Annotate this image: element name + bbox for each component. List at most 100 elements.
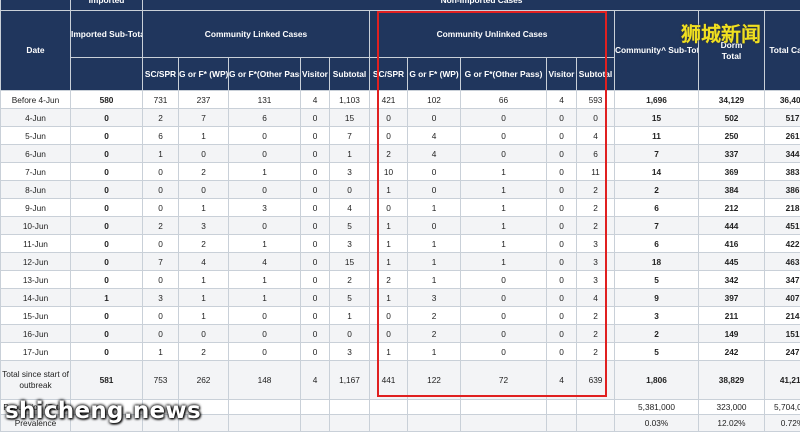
table-row: 5-Jun 0 6 1 0 0 7 0 4 0 0 4 11 250 261 (0, 126, 800, 145)
linked-wp-cell: 0 (178, 144, 229, 163)
date-cell: 8-Jun (0, 180, 71, 199)
linked-subtotal-cell: 1 (329, 306, 370, 325)
linked-sc-cell: 7 (142, 252, 179, 271)
linked-visitor-cell: 0 (300, 252, 330, 271)
population-total: 5,704,000 (763, 399, 800, 415)
header-unlinked-other-pass: G or F*(Other Pass) (460, 57, 547, 91)
unlinked-subtotal-cell: 0 (576, 108, 615, 127)
date-cell: 6-Jun (0, 144, 71, 163)
linked-wp-cell: 7 (178, 108, 229, 127)
unlinked-wp-cell: 0 (407, 108, 461, 127)
linked-subtotal-cell: 0 (329, 180, 370, 199)
total-cases-cell: 422 (763, 234, 800, 253)
linked-wp-cell: 1 (178, 270, 229, 289)
community-subtotal-cell: 2 (614, 324, 699, 343)
unlinked-sc-cell: 0 (369, 126, 408, 145)
unlinked-other-cell: 0 (460, 288, 547, 307)
community-subtotal-cell: 7 (614, 144, 699, 163)
total-unlinked-other: 72 (460, 360, 547, 400)
table-row: 10-Jun 0 2 3 0 0 5 1 0 1 0 2 7 444 451 (0, 216, 800, 235)
unlinked-other-cell: 1 (460, 234, 547, 253)
header-dorm-label: Dorm (720, 39, 743, 50)
linked-visitor-cell: 0 (300, 126, 330, 145)
unlinked-sc-cell: 1 (369, 252, 408, 271)
table-row: 7-Jun 0 0 2 1 0 3 10 0 1 0 11 14 369 383 (0, 162, 800, 181)
table-row: 14-Jun 1 3 1 1 0 5 1 3 0 0 4 9 397 407 (0, 288, 800, 307)
linked-visitor-cell: 0 (300, 288, 330, 307)
community-subtotal-cell: 18 (614, 252, 699, 271)
unlinked-sc-cell: 0 (369, 198, 408, 217)
unlinked-other-cell: 1 (460, 162, 547, 181)
linked-other-cell: 0 (228, 216, 301, 235)
linked-wp-cell: 0 (178, 180, 229, 199)
dorm-total-cell: 337 (698, 144, 765, 163)
imported-cell: 0 (70, 270, 143, 289)
total-unlinked-sc: 441 (369, 360, 408, 400)
linked-other-cell: 1 (228, 162, 301, 181)
unlinked-sc-cell: 2 (369, 144, 408, 163)
header-community-subtotal: Community^ Sub-Total (614, 10, 699, 91)
table-row: 12-Jun 0 7 4 4 0 15 1 1 1 0 3 18 445 463 (0, 252, 800, 271)
unlinked-subtotal-cell: 593 (576, 90, 615, 109)
total-cases-cell: 451 (763, 216, 800, 235)
unlinked-visitor-cell: 0 (546, 288, 577, 307)
linked-visitor-cell: 0 (300, 216, 330, 235)
prevalence-label: Prevalence (0, 414, 71, 432)
header-linked-visitor: Visitor (300, 57, 330, 91)
table-row: 11-Jun 0 0 2 1 0 3 1 1 1 0 3 6 416 422 (0, 234, 800, 253)
table-row: 9-Jun 0 0 1 3 0 4 0 1 1 0 2 6 212 218 (0, 198, 800, 217)
header-unlinked-subtotal: Subtotal (576, 57, 615, 91)
unlinked-other-cell: 0 (460, 108, 547, 127)
total-all: 41,216 (763, 360, 800, 400)
imported-cell: 0 (70, 234, 143, 253)
linked-wp-cell: 237 (178, 90, 229, 109)
linked-other-cell: 4 (228, 252, 301, 271)
header-row-2: Date Imported Sub-Total Community Linked… (0, 10, 800, 91)
dorm-total-cell: 369 (698, 162, 765, 181)
total-community: 1,806 (614, 360, 699, 400)
dorm-total-cell: 212 (698, 198, 765, 217)
dorm-total-cell: 416 (698, 234, 765, 253)
header-linked-subtotal: Subtotal (329, 57, 370, 91)
header-imported-blank (70, 57, 143, 91)
unlinked-subtotal-cell: 3 (576, 270, 615, 289)
date-cell: 11-Jun (0, 234, 71, 253)
date-cell: 4-Jun (0, 108, 71, 127)
population-dorm: 323,000 (698, 399, 765, 415)
linked-other-cell: 0 (228, 144, 301, 163)
linked-wp-cell: 0 (178, 324, 229, 343)
imported-cell: 0 (70, 108, 143, 127)
unlinked-other-cell: 0 (460, 270, 547, 289)
community-subtotal-cell: 1,696 (614, 90, 699, 109)
unlinked-sc-cell: 1 (369, 234, 408, 253)
linked-wp-cell: 1 (178, 288, 229, 307)
total-cases-cell: 214 (763, 306, 800, 325)
unlinked-other-cell: 0 (460, 306, 547, 325)
imported-cell: 0 (70, 162, 143, 181)
header-community-unlinked: Community Unlinked Cases (369, 10, 615, 58)
total-unlinked-subtotal: 639 (576, 360, 615, 400)
table-row: 6-Jun 0 1 0 0 0 1 2 4 0 0 6 7 337 344 (0, 144, 800, 163)
header-linked-wp: G or F* (WP) (178, 57, 229, 91)
unlinked-subtotal-cell: 4 (576, 288, 615, 307)
linked-sc-cell: 2 (142, 216, 179, 235)
unlinked-visitor-cell: 0 (546, 270, 577, 289)
unlinked-visitor-cell: 0 (546, 198, 577, 217)
header-unlinked-wp: G or F* (WP) (407, 57, 461, 91)
dorm-total-cell: 445 (698, 252, 765, 271)
total-linked-sc: 753 (142, 360, 179, 400)
prevalence-total: 0.72% (763, 414, 800, 432)
header-unlinked-visitor: Visitor (546, 57, 577, 91)
dorm-total-cell: 211 (698, 306, 765, 325)
unlinked-subtotal-cell: 2 (576, 342, 615, 361)
linked-sc-cell: 2 (142, 108, 179, 127)
unlinked-subtotal-cell: 3 (576, 234, 615, 253)
unlinked-sc-cell: 0 (369, 306, 408, 325)
imported-cell: 0 (70, 126, 143, 145)
imported-cell: 0 (70, 216, 143, 235)
unlinked-wp-cell: 1 (407, 234, 461, 253)
community-subtotal-cell: 3 (614, 306, 699, 325)
total-cases-cell: 344 (763, 144, 800, 163)
community-subtotal-cell: 6 (614, 198, 699, 217)
unlinked-sc-cell: 1 (369, 180, 408, 199)
